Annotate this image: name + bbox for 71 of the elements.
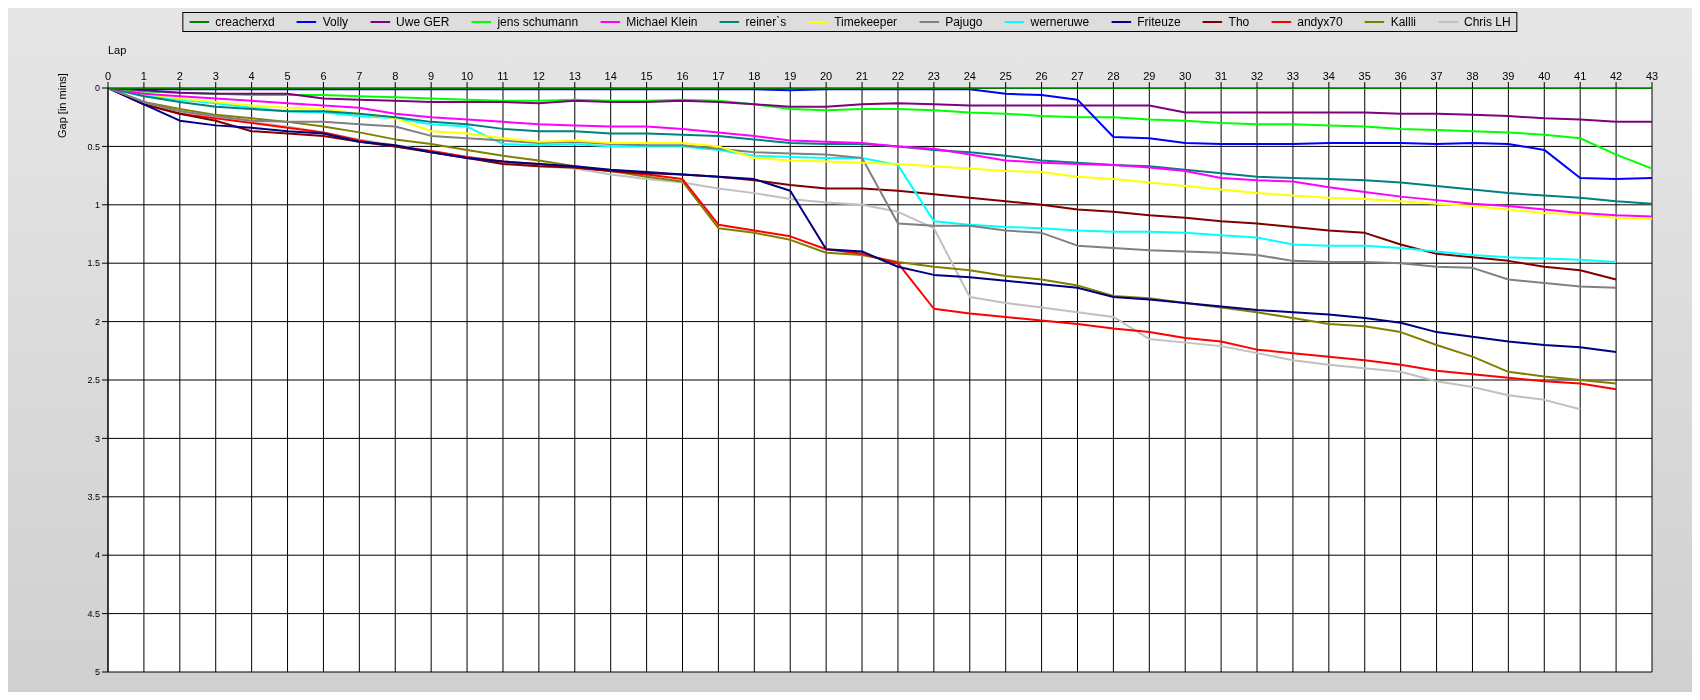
- x-tick-label: 38: [1466, 70, 1479, 82]
- x-tick-label: 27: [1071, 70, 1084, 82]
- y-tick-label: 3: [94, 433, 100, 444]
- y-tick-label: 4: [94, 550, 100, 561]
- x-tick-label: 17: [712, 70, 725, 82]
- y-tick-label: 1.5: [87, 258, 100, 269]
- legend-label: Tho: [1227, 15, 1250, 29]
- x-axis-title: Lap: [108, 43, 127, 56]
- x-tick-label: 24: [963, 70, 976, 82]
- x-tick-label: 1: [140, 70, 147, 82]
- x-tick-label: 2: [176, 70, 183, 82]
- x-tick-label: 33: [1286, 70, 1300, 82]
- x-tick-label: 26: [1035, 70, 1048, 82]
- legend-label: Kallli: [1389, 15, 1416, 29]
- y-tick-label: 4.5: [87, 608, 100, 619]
- x-tick-label: 10: [460, 70, 474, 82]
- x-tick-label: 11: [497, 70, 509, 82]
- x-tick-label: 19: [784, 70, 797, 82]
- x-tick-label: 9: [428, 70, 435, 82]
- x-tick-label: 21: [855, 70, 869, 82]
- x-tick-label: 12: [532, 70, 546, 82]
- x-tick-label: 28: [1107, 70, 1120, 82]
- x-tick-label: 4: [248, 70, 255, 82]
- x-tick-label: 41: [1574, 70, 1587, 82]
- x-tick-label: 6: [320, 70, 327, 82]
- x-tick-label: 43: [1645, 70, 1659, 82]
- x-tick-label: 30: [1179, 70, 1192, 82]
- x-tick-label: 8: [392, 70, 399, 82]
- x-tick-label: 18: [748, 70, 761, 82]
- x-tick-label: 40: [1538, 70, 1551, 82]
- y-tick-label: 3.5: [87, 491, 100, 502]
- y-tick-label: 0.5: [87, 141, 100, 152]
- legend-label: Chris LH: [1462, 15, 1511, 29]
- x-tick-label: 25: [999, 70, 1012, 82]
- x-tick-label: 22: [891, 70, 905, 82]
- y-tick-label: 2: [94, 316, 100, 327]
- x-tick-label: 14: [604, 70, 617, 82]
- x-tick-label: 32: [1250, 70, 1264, 82]
- legend-label: reiner`s: [744, 15, 787, 29]
- x-tick-label: 36: [1394, 70, 1407, 82]
- legend-label: Volly: [321, 15, 349, 29]
- x-tick-label: 20: [820, 70, 833, 82]
- legend-label: creacherxd: [214, 15, 275, 29]
- x-tick-label: 23: [927, 70, 940, 82]
- y-tick-label: 1: [94, 200, 100, 210]
- x-tick-label: 15: [640, 70, 653, 82]
- x-tick-label: 5: [284, 70, 291, 82]
- legend-label: Friteuze: [1136, 15, 1181, 29]
- y-tick-label: 5: [94, 667, 100, 678]
- x-tick-label: 42: [1609, 70, 1623, 82]
- legend-label: andyx70: [1296, 15, 1343, 29]
- x-tick-label: 34: [1322, 70, 1335, 82]
- legend-label: jens schumann: [496, 15, 579, 29]
- y-tick-label: 0: [94, 83, 100, 94]
- y-axis-title: Gap [in mins]: [55, 73, 68, 138]
- x-tick-label: 16: [676, 70, 689, 82]
- legend-label: werneruwe: [1029, 15, 1090, 29]
- legend-label: Timekeeper: [833, 15, 898, 29]
- x-tick-label: 35: [1358, 70, 1371, 82]
- y-tick-label: 2.5: [87, 375, 100, 386]
- x-tick-label: 3: [212, 70, 219, 82]
- x-tick-label: 0: [104, 70, 112, 82]
- x-tick-label: 29: [1143, 70, 1156, 82]
- x-tick-label: 31: [1214, 70, 1228, 82]
- x-tick-label: 7: [356, 70, 363, 82]
- x-tick-label: 13: [568, 70, 581, 82]
- legend-label: Pajugo: [944, 15, 983, 29]
- x-tick-label: 37: [1430, 70, 1443, 82]
- legend-label: Michael Klein: [625, 15, 698, 29]
- x-tick-label: 39: [1502, 70, 1515, 82]
- legend-label: Uwe GER: [395, 15, 450, 29]
